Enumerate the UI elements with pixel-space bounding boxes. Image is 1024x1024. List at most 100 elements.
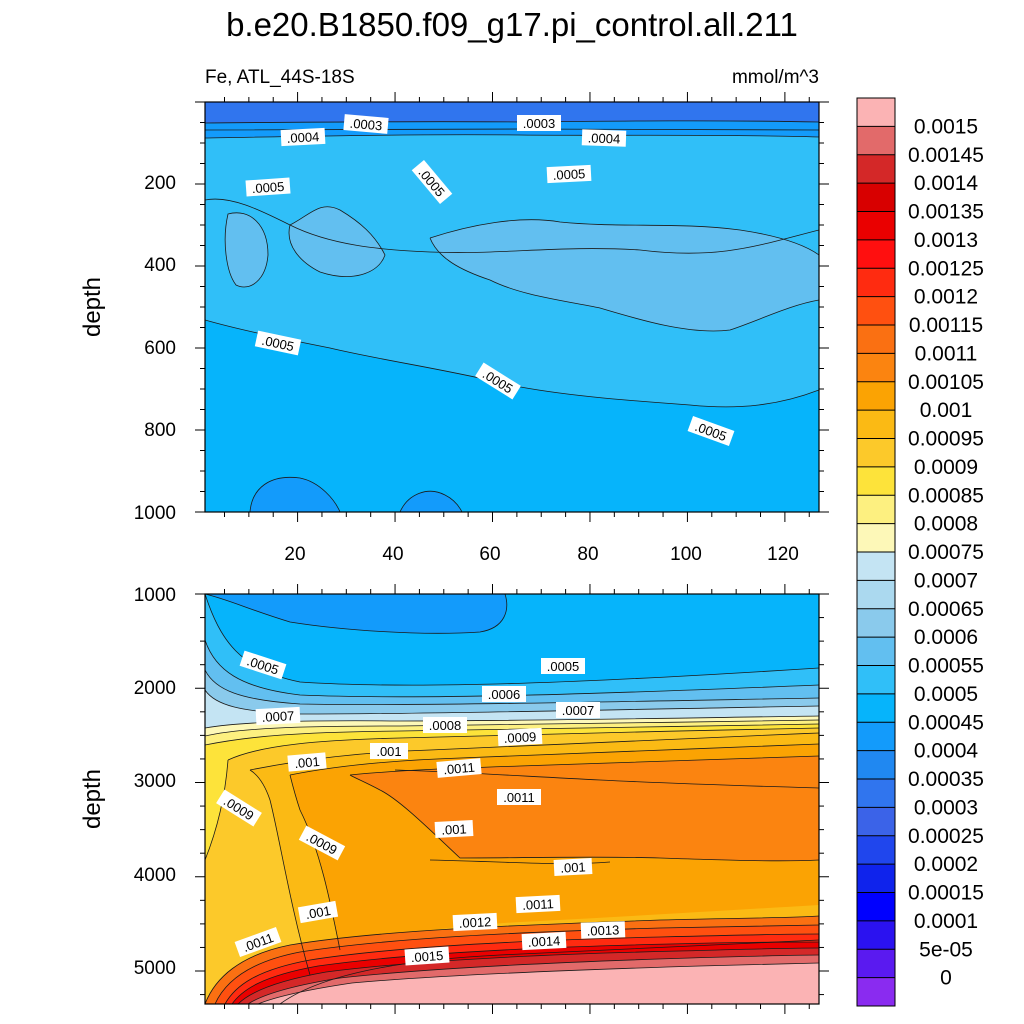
bot-clabel-16-text: .001: [304, 903, 332, 922]
colorbar-label-30: 0: [940, 967, 952, 990]
top-clabel-2: .0003: [517, 115, 561, 131]
top-y-axis-label: depth: [79, 277, 106, 337]
top-clabel-4: .0004: [581, 129, 627, 147]
bot-clabel-5-text: .0007: [562, 703, 595, 718]
colorbar-swatch-13: [857, 466, 895, 496]
bottom-plot-frame: [204, 593, 820, 1005]
colorbar-swatch-23: [857, 750, 895, 780]
colorbar-swatch-17: [857, 580, 895, 610]
colorbar-label-12: 0.0009: [914, 456, 978, 479]
colorbar-swatch-4: [857, 211, 895, 241]
colorbar-label-29: 5e-05: [919, 938, 973, 961]
top-clabel-1-text: .0003: [349, 116, 383, 134]
top-clabel-4-text: .0004: [587, 130, 620, 146]
colorbar-swatch-19: [857, 637, 895, 666]
bot-clabel-14-text: .001: [441, 821, 467, 837]
colorbar-swatch-20: [857, 665, 895, 695]
colorbar-label-7: 0.00115: [909, 314, 983, 337]
bot-ytick-3000: 3000: [134, 771, 176, 792]
colorbar-swatch-6: [857, 268, 895, 298]
top-ytick-1000: 1000: [134, 503, 176, 524]
bot-clabel-21-text: .0014: [527, 933, 560, 950]
bot-clabel-2-text: .0005: [547, 659, 580, 674]
top-fill-bottom-1: [250, 477, 340, 512]
top-contour-labels: .0003 .0003 .0004 .0004 .0005 .0005 .000…: [245, 114, 735, 447]
bot-clabel-20-text: .0013: [586, 922, 619, 938]
bot-clabel-11-text: .0011: [503, 790, 535, 805]
colorbar-swatch-24: [857, 779, 895, 808]
xtick-100: 100: [670, 544, 702, 565]
colorbar-swatch-14: [857, 495, 895, 525]
colorbar-label-23: 0.00035: [908, 768, 984, 791]
colorbar-label-17: 0.00065: [908, 598, 984, 621]
colorbar-label-19: 0.00055: [908, 655, 984, 678]
xtick-20: 20: [284, 544, 305, 565]
axis-tick-marks: [195, 92, 829, 1014]
colorbar-swatch-18: [857, 608, 895, 638]
colorbar-labels: 0.0015 0.00145 0.0014 0.00135 0.0013 0.00125 0…: [908, 115, 984, 989]
colorbar-label-16: 0.0007: [914, 569, 978, 592]
colorbar-swatch-22: [857, 722, 895, 752]
bot-clabel-9-text: .001: [376, 744, 401, 759]
colorbar-swatch-28: [857, 892, 895, 922]
bot-clabel-8-text: .001: [294, 754, 321, 771]
bot-clabel-20: .0013: [580, 921, 626, 939]
colorbar-swatch-8: [857, 325, 895, 354]
top-clabel-7: .0005: [546, 164, 592, 184]
colorbar-swatch-2: [857, 154, 895, 184]
colorbar-swatch-7: [857, 296, 895, 326]
xtick-60: 60: [479, 544, 500, 565]
colorbar-label-0: 0.0015: [914, 115, 978, 138]
colorbar-swatch-26: [857, 835, 895, 865]
bot-clabel-4: .0007: [255, 706, 301, 726]
colorbar-label-11: 0.00095: [908, 428, 984, 451]
bot-fill-00055: [205, 594, 819, 720]
colorbar-label-15: 0.00075: [908, 541, 984, 564]
bot-clabel-10: .0011: [436, 758, 482, 778]
colorbar-label-4: 0.0013: [914, 229, 978, 252]
colorbar-swatch-16: [857, 552, 895, 581]
units-label: mmol/m^3: [732, 67, 819, 88]
xtick-80: 80: [577, 544, 598, 565]
colorbar-label-2: 0.0014: [914, 172, 979, 195]
colorbar-swatch-5: [857, 239, 895, 269]
bot-clabel-7: .0009: [497, 727, 543, 747]
bot-clabel-17-text: .0011: [522, 896, 554, 913]
bot-clabel-9: .001: [370, 743, 408, 759]
colorbar-swatch-25: [857, 807, 895, 837]
colorbar-swatch-30: [857, 949, 895, 979]
top-clabel-8-text: .0005: [260, 333, 295, 354]
top-clabel-2-text: .0003: [523, 116, 556, 131]
colorbar-swatch-1: [857, 126, 895, 156]
colorbar-label-3: 0.00135: [908, 201, 984, 224]
bot-fill-0006: [205, 640, 819, 720]
colorbar-label-21: 0.00045: [908, 711, 984, 734]
colorbar-label-27: 0.00015: [908, 882, 984, 905]
colorbar-swatch-9: [857, 353, 895, 383]
colorbar-label-5: 0.00125: [908, 257, 984, 280]
colorbar-swatch-3: [857, 183, 895, 212]
colorbar-label-22: 0.0004: [914, 740, 979, 763]
bot-clabel-5: .0007: [556, 702, 600, 718]
bottom-y-axis-label: depth: [79, 769, 106, 829]
bot-clabel-10-text: .0011: [443, 760, 476, 778]
bot-clabel-6-text: .0008: [429, 718, 462, 733]
bot-clabel-17: .0011: [515, 894, 561, 914]
colorbar-swatch-21: [857, 693, 895, 723]
top-fill-0003: [205, 102, 819, 123]
top-clabel-5: .0005: [245, 177, 291, 197]
xtick-120: 120: [767, 544, 799, 565]
top-clabel-8: .0005: [254, 330, 302, 356]
bot-clabel-3-text: .0006: [488, 687, 521, 702]
bot-clabel-14: .001: [434, 820, 474, 838]
top-patch-3: [430, 219, 819, 331]
bot-clabel-21: .0014: [521, 931, 567, 951]
colorbar: [856, 97, 896, 1007]
bot-clabel-22-text: .0015: [410, 948, 444, 965]
colorbar-label-6: 0.0012: [914, 286, 978, 309]
colorbar-swatch-0: [857, 98, 895, 127]
top-ytick-200: 200: [144, 173, 176, 194]
bot-clabel-11: .0011: [497, 789, 541, 805]
colorbar-swatch-27: [857, 864, 895, 893]
bot-clabel-19: .0012: [452, 912, 498, 932]
